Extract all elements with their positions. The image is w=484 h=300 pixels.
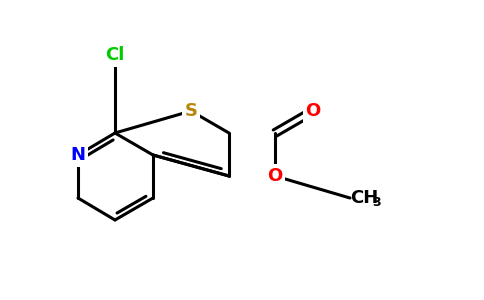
Text: S: S [184, 102, 197, 120]
Text: 3: 3 [372, 196, 380, 208]
Text: N: N [71, 146, 86, 164]
Text: Cl: Cl [106, 46, 125, 64]
Text: O: O [267, 167, 283, 185]
Text: CH: CH [350, 189, 378, 207]
Text: O: O [305, 102, 320, 120]
